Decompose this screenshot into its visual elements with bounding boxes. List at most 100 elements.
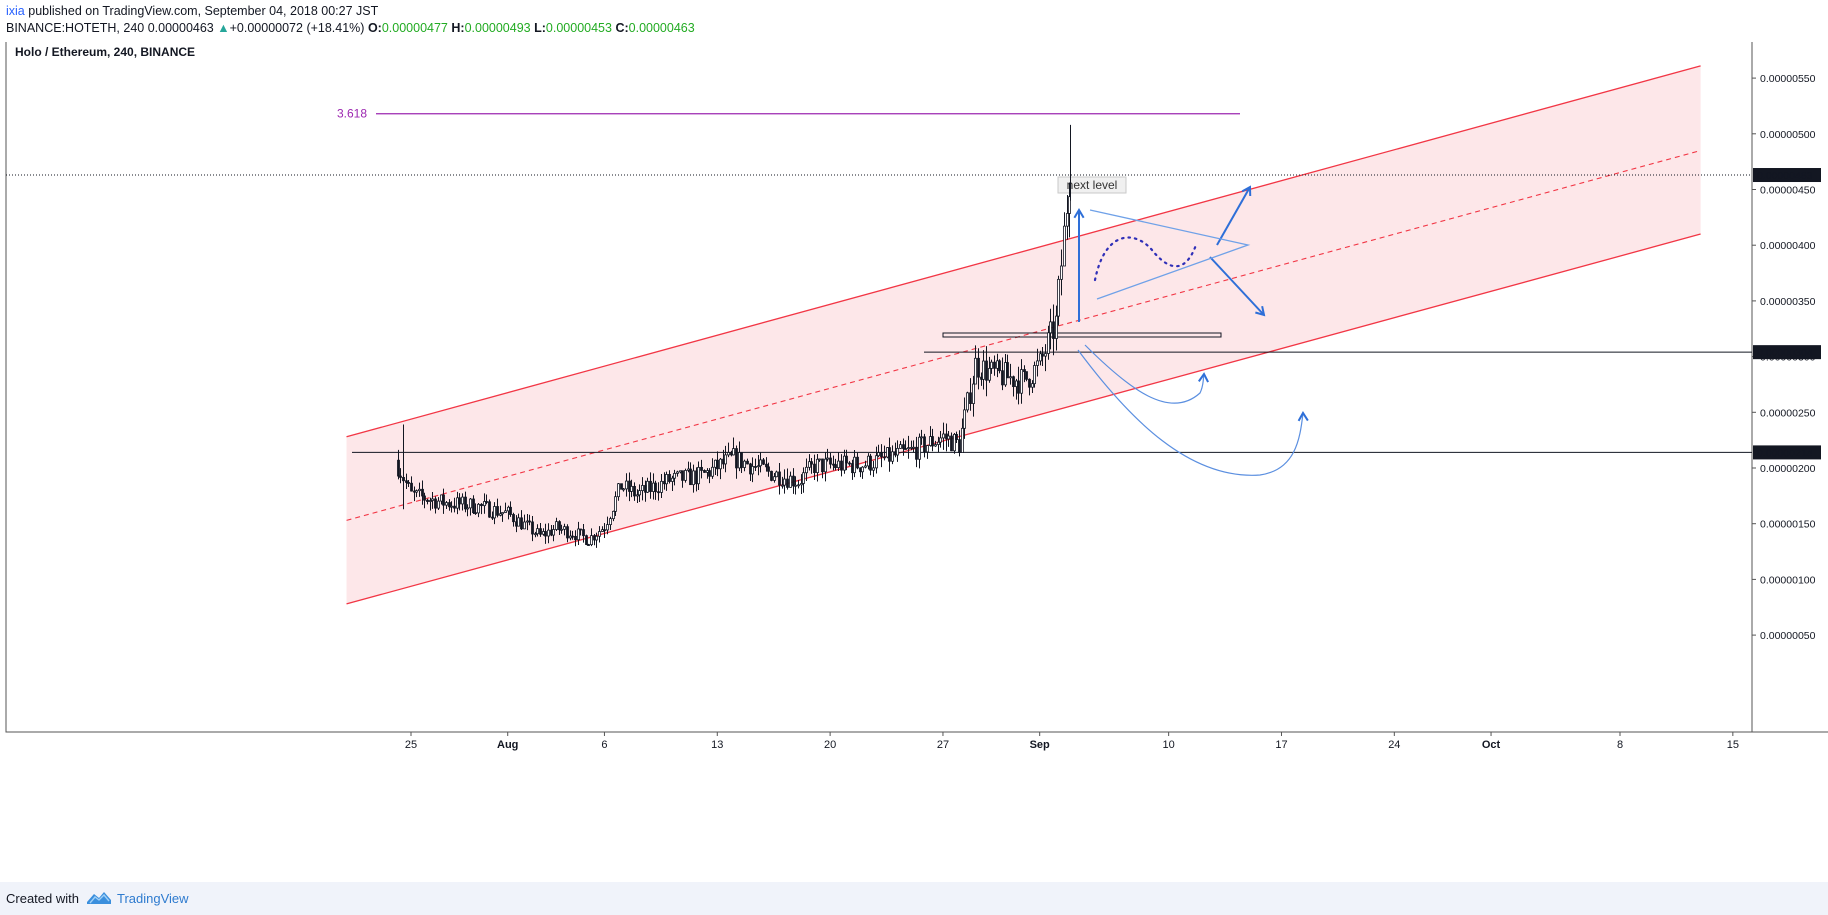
- candle-body: [1020, 369, 1023, 394]
- candle-body: [571, 535, 574, 538]
- candle-body: [765, 463, 768, 468]
- candle-body: [606, 524, 609, 531]
- candle-body: [641, 485, 644, 491]
- price-tag-label: 0.00000463: [1757, 170, 1813, 182]
- candle-body: [891, 451, 894, 462]
- candle-body: [912, 446, 915, 449]
- candle-body: [875, 455, 878, 469]
- candle-body: [840, 460, 843, 471]
- breakdown-arrow-head: [1255, 305, 1266, 317]
- candle-body: [700, 466, 703, 471]
- high-value: 0.00000493: [464, 21, 531, 35]
- candle-body: [466, 507, 469, 510]
- candle-body: [829, 457, 832, 465]
- candle-body: [544, 531, 547, 537]
- candle-body: [988, 368, 991, 381]
- breakout-up-arrow-head: [1241, 185, 1252, 197]
- price-change: +0.00000072 (+18.41%): [229, 21, 365, 35]
- price-tag-bg: [1753, 168, 1821, 183]
- candle-body: [523, 521, 526, 530]
- candle-body: [493, 506, 496, 519]
- candle-body: [450, 505, 453, 508]
- tradingview-brand-link[interactable]: TradingView: [117, 891, 189, 906]
- author-link[interactable]: ixia: [6, 4, 25, 18]
- tradingview-logo-icon[interactable]: [86, 889, 112, 910]
- candle-body: [590, 535, 593, 546]
- candle-body: [775, 471, 778, 478]
- candle-body: [883, 456, 886, 459]
- candle-body: [972, 383, 975, 404]
- y-tick-label: 0.00000400: [1760, 240, 1816, 252]
- close-value: 0.00000463: [628, 21, 695, 35]
- candle-body: [934, 444, 937, 447]
- candle-body: [504, 510, 507, 513]
- x-tick-label: Sep: [1030, 739, 1050, 751]
- candle-body: [1068, 196, 1071, 214]
- candle-body: [1057, 278, 1060, 317]
- candle-body: [585, 535, 588, 545]
- candle-body: [622, 488, 625, 491]
- candle-body: [1044, 353, 1047, 357]
- low-value: 0.00000453: [545, 21, 612, 35]
- candle-body: [985, 360, 988, 381]
- pump-arrow-head: [1073, 208, 1085, 219]
- chart-title: Holo / Ethereum, 240, BINANCE: [15, 45, 195, 59]
- candle-body: [410, 482, 413, 492]
- breakout-zone-rect: [942, 332, 1222, 338]
- candle-body: [614, 496, 617, 512]
- candle-body: [671, 477, 674, 482]
- candle-body: [853, 456, 856, 474]
- candle-body: [918, 436, 921, 460]
- retest-curve-long-head: [1297, 411, 1309, 422]
- candle-body: [681, 470, 684, 481]
- candle-body: [445, 502, 448, 506]
- candle-body: [861, 466, 864, 473]
- price-chart[interactable]: Holo / Ethereum, 240, BINANCE 3.618 next l…: [0, 42, 1828, 882]
- candle-body: [665, 474, 668, 485]
- y-tick-label: 0.00000050: [1760, 630, 1816, 642]
- annotation-box: [1057, 176, 1127, 194]
- ohlc-line: BINANCE:HOTETH, 240 0.00000463 ▲+0.00000…: [6, 21, 695, 35]
- candle-body: [668, 474, 671, 482]
- candle-body: [711, 466, 714, 477]
- candle-body: [1031, 383, 1034, 388]
- candle-body: [405, 480, 408, 483]
- candle-body: [598, 531, 601, 537]
- y-tick-label: 0.00000200: [1760, 463, 1816, 475]
- candle-body: [539, 528, 542, 535]
- candle-body: [423, 495, 426, 501]
- candle-body: [746, 460, 749, 465]
- candle-body: [792, 475, 795, 487]
- candle-body: [939, 437, 942, 443]
- change-up-icon: ▲: [217, 21, 230, 35]
- candle-body: [907, 447, 910, 450]
- candle-body: [426, 499, 429, 502]
- candle-body: [963, 409, 966, 429]
- candle-body: [899, 444, 902, 449]
- candle-body: [789, 475, 792, 488]
- y-tick-label: 0.00000550: [1760, 73, 1816, 85]
- candle-body: [1052, 321, 1055, 339]
- annotation-label: next level: [1067, 178, 1118, 192]
- candle-body: [1047, 332, 1050, 354]
- x-tick-label: 25: [405, 739, 417, 751]
- candle-body: [630, 485, 633, 492]
- x-tick-label: 24: [1388, 739, 1400, 751]
- candle-body: [434, 498, 437, 509]
- chart-area[interactable]: Holo / Ethereum, 240, BINANCE 3.618 next l…: [0, 42, 1828, 882]
- candle-body: [517, 517, 520, 527]
- candle-body: [1009, 376, 1012, 379]
- low-label: L:: [534, 21, 546, 35]
- candle-body: [474, 512, 477, 515]
- candle-body: [528, 520, 531, 523]
- candle-body: [638, 490, 641, 496]
- candle-body: [735, 448, 738, 469]
- candle-body: [577, 528, 580, 541]
- y-tick-label: 0.00000500: [1760, 129, 1816, 141]
- x-tick-label: 20: [824, 739, 836, 751]
- candle-body: [955, 433, 958, 440]
- candle-body: [818, 458, 821, 461]
- candle-body: [461, 496, 464, 505]
- candle-body: [1006, 362, 1009, 379]
- x-tick-label: 6: [601, 739, 607, 751]
